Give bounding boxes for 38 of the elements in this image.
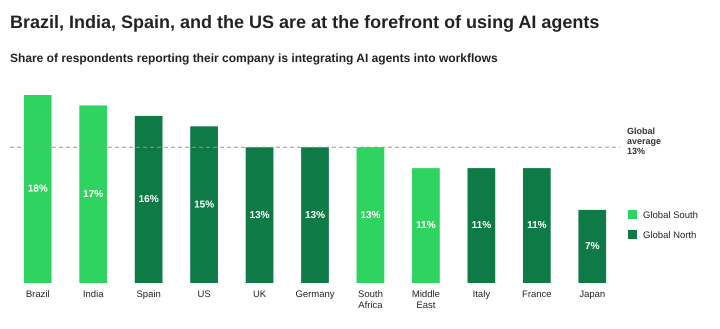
bar — [246, 147, 274, 283]
data-label: 18% — [28, 184, 48, 195]
x-tick-label: India — [82, 289, 104, 300]
legend-label: Global North — [643, 230, 696, 241]
bar — [522, 168, 551, 283]
chart-subtitle: Share of respondents reporting their company is integrating AI agents into workflows — [10, 51, 498, 65]
x-tick-label: US — [197, 289, 211, 300]
x-tick-label: France — [522, 289, 552, 300]
bar — [190, 126, 218, 283]
x-tick-label: South Africa — [358, 289, 384, 311]
data-label: 17% — [83, 188, 104, 200]
bar — [24, 95, 52, 283]
chart-title: Brazil, India, Spain, and the US are at the forefront of using AI agents — [10, 12, 600, 32]
bar — [301, 147, 329, 283]
bar — [134, 116, 162, 283]
data-label: 7% — [585, 241, 600, 252]
x-tick-label: Italy — [472, 289, 490, 300]
data-label: 11% — [472, 220, 492, 232]
data-label: 16% — [138, 194, 159, 206]
data-label: 11% — [527, 220, 547, 232]
x-tick-label: Spain — [136, 289, 161, 300]
data-label: 15% — [194, 199, 214, 210]
data-label: 13% — [304, 210, 326, 221]
legend-label: Global South — [643, 210, 698, 221]
bar — [412, 168, 440, 283]
x-tick-label: Middle East — [412, 289, 440, 311]
x-tick-label: UK — [252, 289, 267, 300]
data-label: 11% — [416, 220, 436, 232]
bar — [79, 105, 108, 283]
x-tick-label: Germany — [295, 289, 335, 300]
data-label: 13% — [360, 210, 381, 221]
ref-line-label: Global average 13% — [627, 126, 662, 156]
bar — [578, 210, 606, 283]
x-tick-label: Japan — [579, 289, 606, 300]
bar — [468, 168, 496, 283]
data-label: 13% — [250, 210, 270, 221]
x-tick-label: Brazil — [26, 289, 50, 300]
bar — [356, 147, 384, 283]
